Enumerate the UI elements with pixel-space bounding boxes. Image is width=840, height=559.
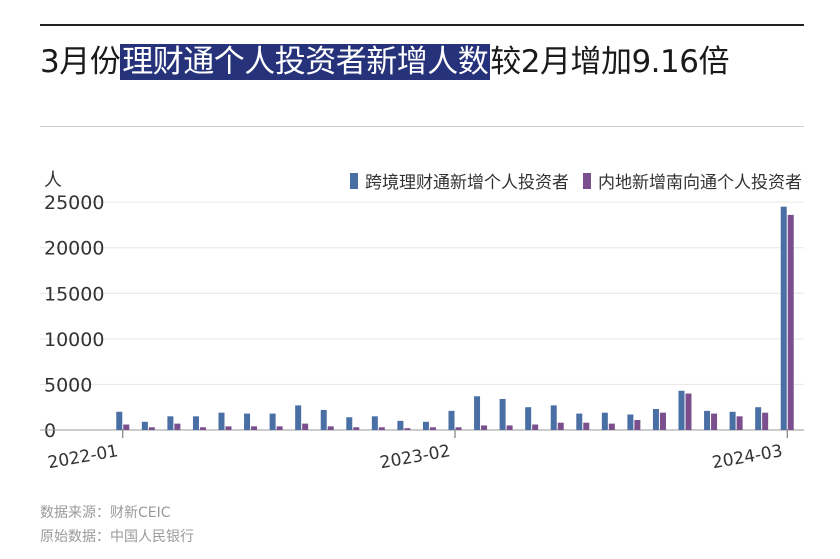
bar-southbound	[327, 426, 334, 430]
bar-cross-border	[422, 421, 429, 430]
bar-cross-border	[576, 413, 583, 430]
title-suffix: 较2月增加9.16倍	[490, 44, 729, 80]
bar-cross-border	[652, 409, 659, 430]
bar-cross-border	[780, 206, 787, 430]
y-tick-label: 25000	[44, 192, 104, 214]
bar-cross-border	[320, 409, 327, 430]
bar-southbound	[557, 422, 564, 430]
bar-cross-border	[371, 416, 378, 430]
legend-swatch-southbound	[583, 172, 591, 189]
bar-southbound	[302, 423, 309, 430]
title-divider	[40, 126, 804, 127]
bar-cross-border	[474, 396, 481, 430]
bar-southbound	[506, 425, 513, 430]
bar-southbound	[174, 423, 181, 430]
y-tick-label: 0	[44, 420, 56, 442]
bar-cross-border	[167, 416, 174, 430]
bar-cross-border	[525, 407, 532, 430]
bar-cross-border	[755, 407, 762, 430]
y-axis-unit-label: 人	[44, 170, 62, 191]
bar-cross-border	[678, 390, 685, 430]
bar-cross-border	[448, 410, 455, 430]
x-tick-label: 2022-01	[46, 441, 119, 473]
x-tick-label: 2024-03	[711, 441, 784, 473]
bar-southbound	[123, 424, 130, 430]
bar-southbound	[659, 412, 666, 430]
bar-cross-border	[244, 413, 251, 430]
page-title: 3月份理财通个人投资者新增人数较2月增加9.16倍	[40, 40, 729, 84]
bar-cross-border	[550, 405, 557, 430]
bar-southbound	[199, 427, 206, 430]
data-source-note: 数据来源：财新CEIC	[40, 505, 171, 521]
bar-cross-border	[397, 420, 404, 430]
legend-swatch-cross-border	[350, 172, 358, 189]
bar-southbound	[685, 393, 692, 430]
bar-southbound	[787, 214, 794, 430]
bar-southbound	[583, 422, 590, 430]
bar-southbound	[225, 426, 232, 430]
bar-southbound	[404, 428, 411, 430]
y-tick-label: 10000	[44, 329, 104, 351]
legend-label-southbound: 内地新增南向通个人投资者	[598, 173, 802, 193]
bar-cross-border	[295, 405, 302, 430]
bar-cross-border	[192, 416, 199, 430]
bar-cross-border	[729, 411, 736, 430]
legend-item-cross-border: 跨境理财通新增个人投资者	[350, 168, 569, 193]
bar-southbound	[481, 425, 488, 430]
bar-cross-border	[499, 399, 506, 430]
bar-cross-border	[116, 411, 123, 430]
original-data-note: 原始数据：中国人民银行	[40, 529, 194, 545]
bar-southbound	[378, 427, 385, 430]
bar-cross-border	[269, 413, 276, 430]
bar-southbound	[634, 419, 641, 430]
bar-southbound	[148, 427, 155, 430]
bar-chart: 0 5000 10000 15000 20000 25000 2022-01 2023-02 2…	[40, 192, 804, 473]
bar-southbound	[455, 427, 462, 430]
legend-item-southbound: 内地新增南向通个人投资者	[583, 168, 802, 193]
top-rule	[40, 24, 804, 26]
bar-cross-border	[346, 417, 353, 430]
bar-cross-border	[601, 412, 608, 430]
bar-southbound	[276, 426, 283, 430]
bar-southbound	[711, 413, 718, 430]
y-tick-label: 20000	[44, 238, 104, 260]
bar-southbound	[532, 424, 539, 430]
legend-label-cross-border: 跨境理财通新增个人投资者	[365, 173, 569, 193]
bar-southbound	[736, 416, 743, 430]
bar-southbound	[251, 426, 258, 430]
bar-southbound	[353, 427, 360, 430]
bar-cross-border	[704, 410, 711, 430]
y-tick-label: 15000	[44, 283, 104, 305]
title-prefix: 3月份	[40, 44, 121, 80]
bar-cross-border	[141, 421, 148, 430]
y-tick-label: 5000	[44, 374, 92, 396]
chart-legend: 跨境理财通新增个人投资者 内地新增南向通个人投资者	[350, 168, 802, 193]
bar-cross-border	[218, 412, 225, 430]
x-tick-label: 2023-02	[378, 441, 451, 473]
bar-southbound	[762, 412, 769, 430]
bar-cross-border	[627, 414, 634, 430]
title-highlight: 理财通个人投资者新增人数	[120, 44, 491, 80]
bar-southbound	[608, 423, 615, 430]
bar-southbound	[429, 427, 436, 430]
